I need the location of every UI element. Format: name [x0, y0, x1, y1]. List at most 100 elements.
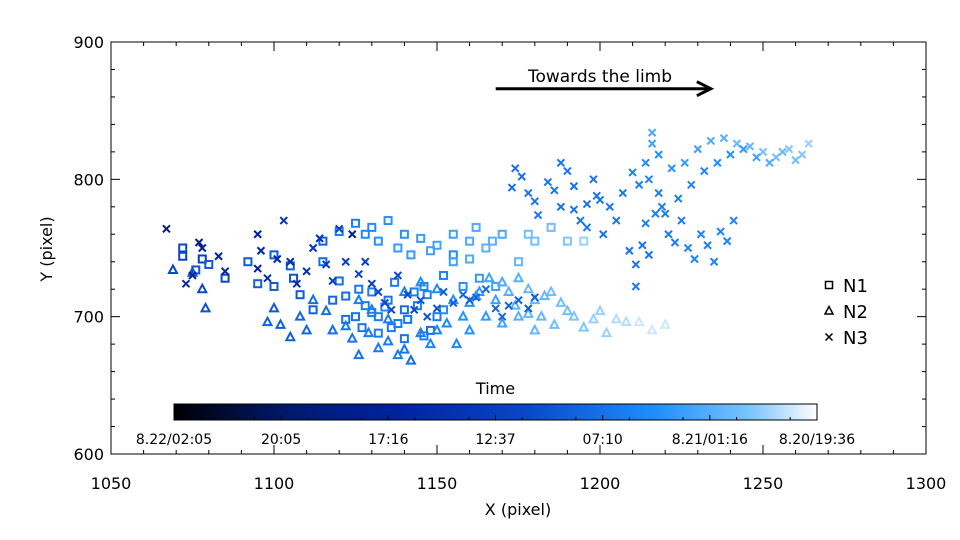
point-n3: [680, 158, 689, 168]
point-n2: [545, 285, 557, 296]
point-n3: [719, 133, 729, 143]
point-n3: [286, 257, 295, 266]
point-n1: [354, 284, 364, 294]
point-n3: [181, 279, 191, 288]
point-n3: [589, 175, 598, 184]
point-n3: [654, 188, 663, 198]
point-n2: [490, 293, 502, 305]
point-n1: [351, 312, 360, 322]
point-n3: [657, 202, 667, 212]
point-n3: [670, 238, 680, 247]
point-n1: [243, 257, 253, 267]
point-n3: [341, 257, 350, 266]
x-tick-label: 1150: [417, 474, 458, 493]
point-n3: [302, 267, 311, 276]
point-n3: [618, 188, 628, 198]
legend-symbol-n2: [823, 304, 835, 315]
y-tick-label: 600: [73, 445, 104, 464]
point-n3: [638, 241, 647, 250]
point-n1: [220, 273, 230, 283]
point-n2: [340, 319, 352, 331]
point-n3: [647, 128, 657, 137]
point-n3: [292, 279, 302, 288]
point-n3: [198, 243, 207, 253]
colorbar-tick-label: 07:10: [582, 432, 622, 448]
colorbar-tick-label: 8.21/01:16: [672, 432, 748, 448]
point-n3: [745, 142, 755, 151]
point-n1: [351, 218, 360, 228]
point-n2: [441, 316, 453, 328]
point-n3: [765, 158, 774, 168]
point-n3: [569, 205, 579, 214]
point-n3: [524, 188, 533, 198]
point-n3: [374, 287, 383, 297]
point-n3: [458, 290, 468, 299]
point-n3: [263, 274, 272, 283]
point-n1: [523, 229, 533, 239]
point-n3: [582, 223, 592, 232]
point-n2: [327, 323, 339, 335]
point-n3: [706, 136, 716, 146]
point-n1: [334, 276, 344, 286]
point-n3: [791, 155, 800, 165]
point-n2: [398, 285, 411, 296]
point-n3: [628, 168, 637, 177]
point-n3: [533, 210, 543, 220]
point-n3: [449, 298, 458, 308]
point-n2: [167, 263, 179, 274]
point-n2: [483, 271, 495, 283]
point-n3: [465, 295, 474, 305]
colorbar-tick-label: 8.22/02:05: [136, 432, 212, 448]
point-n1: [474, 273, 484, 283]
point-n3: [664, 230, 673, 239]
point-n2: [415, 326, 427, 338]
point-n2: [431, 323, 443, 335]
point-n1: [432, 240, 442, 250]
point-n3: [393, 271, 403, 280]
y-tick-label: 800: [73, 170, 104, 189]
point-n1: [514, 257, 523, 267]
legend-label-n1: N1: [843, 276, 868, 297]
point-n3: [491, 304, 500, 313]
point-n1: [465, 236, 475, 246]
point-n2: [463, 323, 476, 335]
point-n1: [383, 216, 393, 226]
point-n3: [771, 153, 781, 162]
point-n2: [382, 312, 394, 324]
point-n3: [253, 230, 262, 239]
data-marks: [162, 128, 813, 365]
point-n3: [481, 284, 491, 294]
point-n1: [360, 301, 370, 311]
point-n1: [373, 236, 383, 246]
point-n2: [284, 330, 296, 342]
point-n3: [315, 234, 324, 243]
point-n3: [432, 304, 442, 313]
legend-label-n3: N3: [843, 328, 868, 349]
point-n2: [274, 318, 287, 329]
point-n1: [481, 243, 491, 253]
point-n1: [458, 281, 468, 291]
point-n3: [641, 219, 650, 228]
point-n3: [729, 216, 738, 225]
point-n2: [346, 332, 358, 343]
point-n2: [594, 304, 606, 316]
point-n2: [294, 310, 306, 321]
point-n3: [504, 301, 513, 310]
arrow-head: [696, 80, 715, 98]
point-n3: [605, 202, 614, 212]
point-n1: [471, 222, 481, 232]
point-n1: [253, 279, 263, 289]
point-n2: [431, 282, 443, 294]
point-n1: [318, 257, 328, 267]
series-n3: [162, 128, 813, 321]
point-n3: [439, 287, 448, 297]
point-n2: [457, 310, 469, 321]
point-n1: [318, 236, 328, 246]
point-n2: [503, 285, 515, 296]
point-n3: [713, 158, 722, 168]
point-n3: [569, 181, 579, 191]
point-n1: [178, 243, 188, 253]
point-n1: [204, 259, 214, 269]
point-n3: [722, 236, 732, 246]
point-n1: [357, 323, 367, 333]
